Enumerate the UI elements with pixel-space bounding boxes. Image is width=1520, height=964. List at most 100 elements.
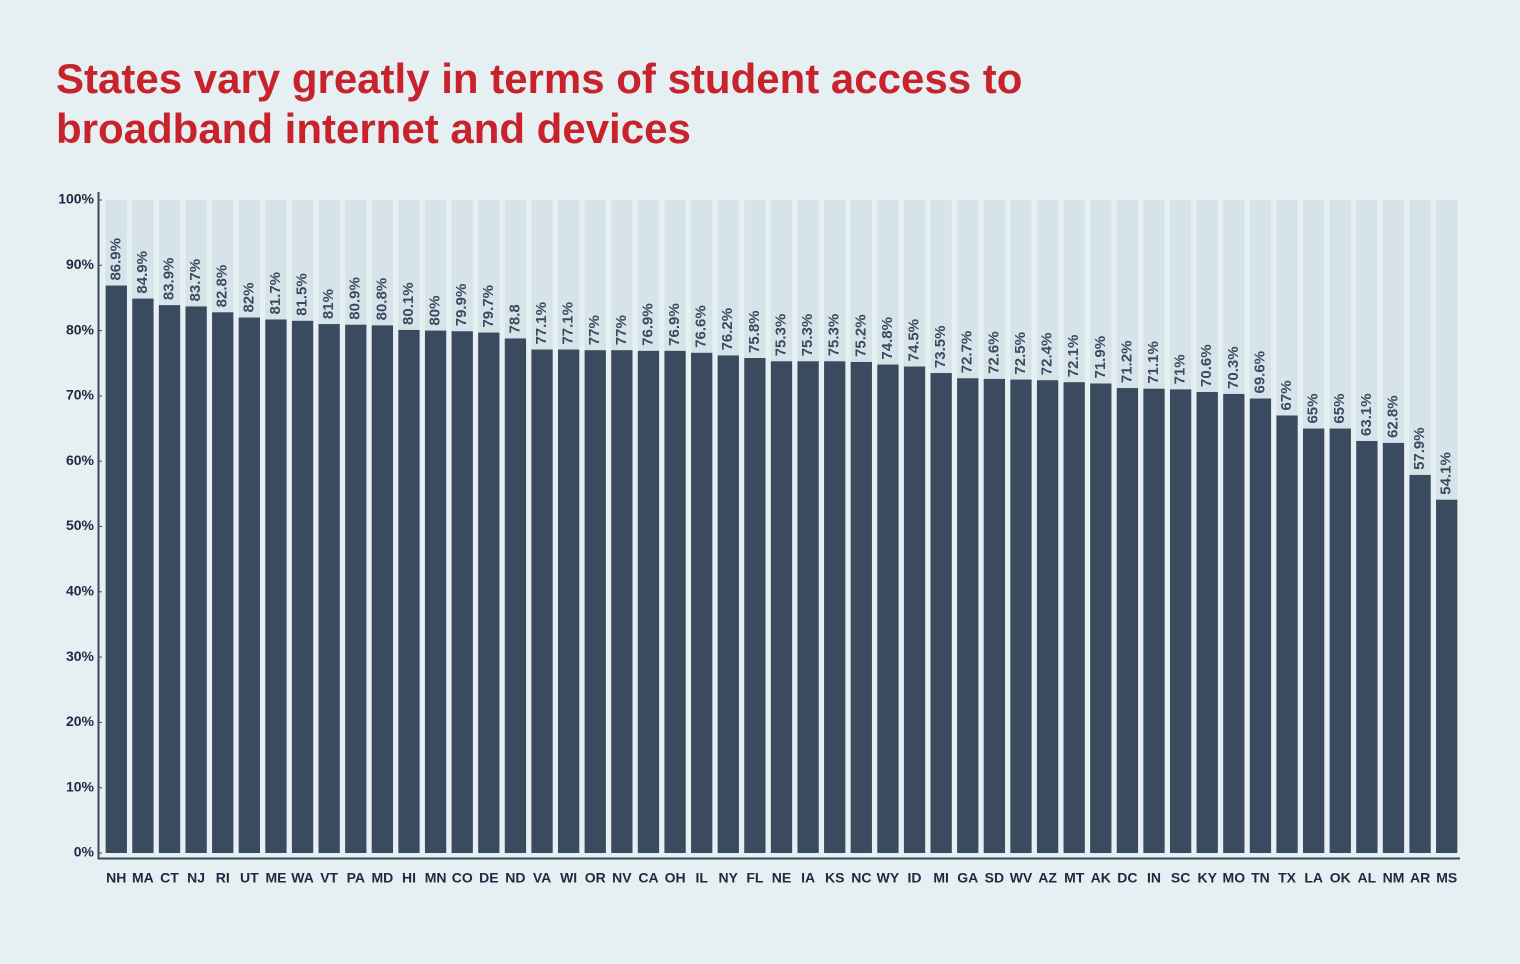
bar — [1036, 380, 1059, 853]
x-tick-label: VA — [533, 870, 551, 886]
x-tick-label: LA — [1304, 870, 1323, 886]
value-label: 57.9% — [1411, 427, 1428, 470]
x-tick-label: SD — [985, 870, 1004, 886]
value-label: 75.3% — [826, 314, 843, 357]
x-tick-label: IL — [695, 870, 708, 886]
bar — [1090, 383, 1112, 853]
x-tick-label: MA — [132, 870, 154, 886]
x-tick-label: NY — [719, 870, 739, 886]
bar — [451, 331, 473, 853]
bar — [371, 325, 394, 854]
value-label: 77% — [613, 315, 630, 345]
value-label: 79.7% — [480, 285, 497, 328]
x-tick-label: NE — [772, 870, 791, 886]
bar — [1436, 499, 1458, 853]
value-label: 81.5% — [294, 273, 311, 316]
value-label: 78.8 — [506, 304, 523, 333]
value-label: 77.1% — [533, 302, 550, 345]
bar — [478, 332, 500, 854]
value-label: 72.1% — [1065, 335, 1082, 378]
y-tick-label: 40% — [66, 583, 95, 599]
bar — [424, 330, 447, 854]
y-tick-label: 80% — [66, 321, 95, 337]
x-tick-label: ND — [505, 870, 525, 886]
bar — [850, 361, 872, 853]
x-tick-label: CO — [452, 870, 473, 886]
bar — [1196, 391, 1218, 853]
x-tick-label: GA — [957, 870, 978, 886]
value-label: 81% — [320, 289, 337, 319]
x-tick-label: NM — [1383, 870, 1405, 886]
bar — [105, 285, 127, 854]
x-tick-label: NJ — [187, 870, 205, 886]
x-tick-label: KS — [825, 870, 844, 886]
x-tick-label: MT — [1064, 870, 1085, 886]
x-tick-label: RI — [216, 870, 230, 886]
value-label: 77.1% — [560, 302, 577, 345]
bar — [158, 305, 181, 853]
value-label: 77% — [586, 315, 603, 345]
y-tick-label: 100% — [58, 191, 94, 207]
value-label: 81.7% — [267, 272, 284, 315]
value-label: 69.6% — [1251, 351, 1268, 394]
x-tick-label: MS — [1436, 870, 1457, 886]
value-label: 70.6% — [1198, 344, 1215, 387]
x-tick-label: OH — [665, 870, 686, 886]
bar — [1382, 442, 1405, 853]
bar — [717, 355, 739, 853]
y-tick-label: 90% — [66, 256, 95, 272]
value-label: 76.6% — [693, 305, 710, 348]
y-tick-label: 50% — [66, 517, 95, 533]
value-label: 71.1% — [1145, 341, 1162, 384]
value-label: 79.9% — [453, 284, 470, 327]
bar — [957, 378, 979, 853]
x-tick-label: TX — [1278, 870, 1297, 886]
x-tick-label: MD — [371, 870, 393, 886]
value-label: 75.8% — [746, 310, 763, 353]
x-tick-label: MN — [425, 870, 447, 886]
bar — [345, 324, 367, 853]
value-label: 82.8% — [214, 265, 231, 308]
x-tick-label: NV — [612, 870, 632, 886]
x-tick-label: PA — [347, 870, 365, 886]
x-tick-label: HI — [402, 870, 416, 886]
chart-title: States vary greatly in terms of student … — [56, 55, 1023, 152]
x-tick-label: NH — [106, 870, 126, 886]
bar — [1329, 428, 1351, 853]
bar — [903, 366, 926, 853]
value-label: 80.8% — [373, 278, 390, 321]
x-tick-label: DC — [1117, 870, 1137, 886]
bar — [611, 350, 633, 853]
value-label: 80.1% — [400, 282, 417, 325]
bar — [291, 320, 314, 853]
bar — [557, 349, 580, 853]
x-tick-label: WY — [877, 870, 900, 886]
x-tick-label: AK — [1091, 870, 1111, 886]
value-label: 65% — [1331, 394, 1348, 424]
x-tick-label: AR — [1410, 870, 1430, 886]
x-tick-label: SC — [1171, 870, 1190, 886]
bar — [132, 298, 154, 853]
y-tick-label: 30% — [66, 648, 95, 664]
y-tick-label: 0% — [74, 844, 95, 860]
bar — [1116, 388, 1139, 853]
x-tick-label: UT — [240, 870, 259, 886]
x-tick-label: MO — [1223, 870, 1246, 886]
bar — [691, 352, 713, 853]
value-label: 65% — [1305, 394, 1322, 424]
bar — [1409, 474, 1431, 853]
x-tick-label: WV — [1010, 870, 1033, 886]
value-label: 72.4% — [1039, 333, 1056, 376]
bar — [1249, 398, 1272, 853]
x-tick-label: TN — [1251, 870, 1270, 886]
value-label: 73.5% — [932, 325, 949, 368]
bar — [584, 350, 606, 853]
y-tick-label: 10% — [66, 778, 95, 794]
value-label: 75.3% — [772, 314, 789, 357]
x-tick-label: IA — [801, 870, 815, 886]
value-label: 80.9% — [347, 277, 364, 320]
bar — [1010, 379, 1032, 853]
value-label: 76.2% — [719, 308, 736, 351]
bar — [797, 361, 819, 853]
x-tick-label: KY — [1197, 870, 1217, 886]
